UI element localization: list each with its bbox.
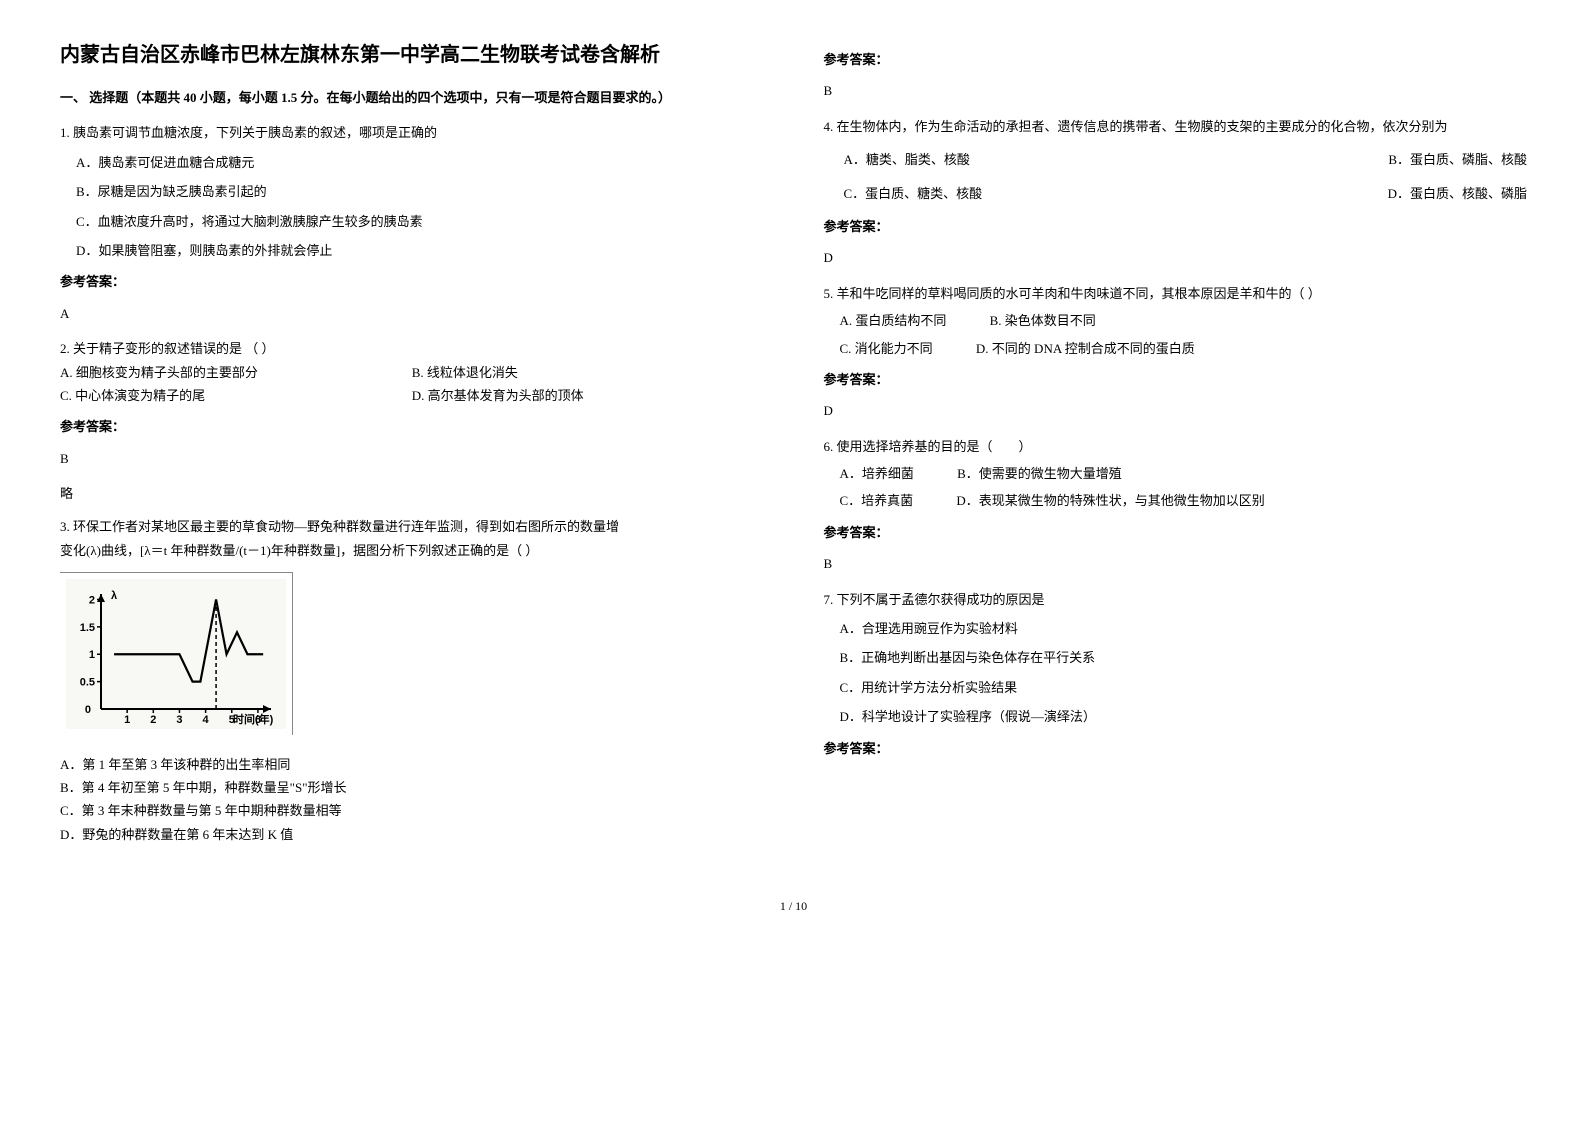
q3-chart: 00.511.52123456λ时间(年) [60, 572, 293, 735]
q3-stem-1: 3. 环保工作者对某地区最主要的草食动物—野兔种群数量进行连年监测，得到如右图所… [60, 515, 764, 538]
q3-ans: B [824, 79, 1528, 102]
q4-opt-d: D．蛋白质、核酸、磷脂 [1388, 182, 1527, 205]
svg-text:λ: λ [111, 590, 117, 602]
question-6: 6. 使用选择培养基的目的是（ ） A．培养细菌 B．使需要的微生物大量增殖 C… [824, 435, 1528, 576]
q1-ans: A [60, 302, 764, 325]
q5-opt-a: A. 蛋白质结构不同 [840, 309, 947, 332]
q5-opt-c: C. 消化能力不同 [840, 337, 933, 360]
q4-opt-a: A．糖类、脂类、核酸 [844, 152, 970, 167]
q4-stem: 4. 在生物体内，作为生命活动的承担者、遗传信息的携带者、生物膜的支架的主要成分… [824, 115, 1528, 138]
q2-opt-a: A. 细胞核变为精子头部的主要部分 [60, 361, 412, 384]
q6-opt-a: A．培养细菌 [840, 462, 914, 485]
svg-text:0: 0 [85, 704, 91, 716]
q3-opt-c: C．第 3 年末种群数量与第 5 年中期种群数量相等 [60, 799, 764, 822]
q5-ans-label: 参考答案： [824, 368, 1528, 391]
q1-opt-d: D．如果胰管阻塞，则胰岛素的外排就会停止 [76, 239, 764, 262]
exam-title: 内蒙古自治区赤峰市巴林左旗林东第一中学高二生物联考试卷含解析 [60, 40, 764, 70]
question-7: 7. 下列不属于孟德尔获得成功的原因是 A．合理选用豌豆作为实验材料 B．正确地… [824, 588, 1528, 760]
q3-stem-2: 变化(λ)曲线，[λ＝t 年种群数量/(t－1)年种群数量]，据图分析下列叙述正… [60, 539, 764, 562]
q1-opt-a: A．胰岛素可促进血糖合成糖元 [76, 151, 764, 174]
q1-opt-c: C．血糖浓度升高时，将通过大脑刺激胰腺产生较多的胰岛素 [76, 210, 764, 233]
q3-opt-b: B．第 4 年初至第 5 年中期，种群数量呈"S"形增长 [60, 776, 764, 799]
q6-ans-label: 参考答案： [824, 521, 1528, 544]
q1-ans-label: 参考答案： [60, 270, 764, 293]
q6-ans: B [824, 552, 1528, 575]
q1-stem: 1. 胰岛素可调节血糖浓度，下列关于胰岛素的叙述，哪项是正确的 [60, 121, 764, 144]
q5-stem: 5. 羊和牛吃同样的草料喝同质的水可羊肉和牛肉味道不同，其根本原因是羊和牛的（ … [824, 282, 1528, 305]
question-2: 2. 关于精子变形的叙述错误的是 （ ） A. 细胞核变为精子头部的主要部分 B… [60, 337, 764, 505]
q6-stem: 6. 使用选择培养基的目的是（ ） [824, 435, 1528, 458]
svg-text:2: 2 [89, 595, 95, 607]
svg-text:1.5: 1.5 [80, 622, 95, 634]
svg-text:1: 1 [124, 714, 130, 726]
lambda-line-chart: 00.511.52123456λ时间(年) [66, 579, 286, 729]
question-1: 1. 胰岛素可调节血糖浓度，下列关于胰岛素的叙述，哪项是正确的 A．胰岛素可促进… [60, 121, 764, 325]
section-1-header: 一、 选择题（本题共 40 小题，每小题 1.5 分。在每小题给出的四个选项中，… [60, 86, 764, 109]
q3-ans-label: 参考答案： [824, 48, 1528, 71]
q2-opt-c: C. 中心体演变为精子的尾 [60, 384, 412, 407]
q2-opt-d: D. 高尔基体发育为头部的顶体 [412, 384, 764, 407]
q2-opt-b: B. 线粒体退化消失 [412, 361, 764, 384]
q4-opt-b: B．蛋白质、磷脂、核酸 [1388, 148, 1527, 171]
svg-text:2: 2 [150, 714, 156, 726]
q6-opt-c: C．培养真菌 [840, 489, 914, 512]
q2-stem: 2. 关于精子变形的叙述错误的是 （ ） [60, 337, 764, 360]
right-column: 参考答案： B 4. 在生物体内，作为生命活动的承担者、遗传信息的携带者、生物膜… [824, 40, 1528, 856]
svg-text:时间(年): 时间(年) [233, 712, 274, 726]
question-3: 3. 环保工作者对某地区最主要的草食动物—野兔种群数量进行连年监测，得到如右图所… [60, 515, 764, 846]
svg-text:3: 3 [176, 714, 182, 726]
q3-chart-container: 00.511.52123456λ时间(年) [60, 572, 300, 742]
q5-ans: D [824, 399, 1528, 422]
q2-ans-label: 参考答案： [60, 415, 764, 438]
q3-opt-a: A．第 1 年至第 3 年该种群的出生率相同 [60, 753, 764, 776]
q4-ans-label: 参考答案： [824, 215, 1528, 238]
q5-opt-d: D. 不同的 DNA 控制合成不同的蛋白质 [976, 337, 1195, 360]
page-container: 内蒙古自治区赤峰市巴林左旗林东第一中学高二生物联考试卷含解析 一、 选择题（本题… [60, 40, 1527, 856]
q7-ans-label: 参考答案： [824, 737, 1528, 760]
q2-note: 略 [60, 482, 764, 505]
q4-opt-c: C．蛋白质、糖类、核酸 [844, 186, 983, 201]
q5-opt-b: B. 染色体数目不同 [990, 309, 1096, 332]
q7-opt-d: D．科学地设计了实验程序（假说—演绎法） [840, 705, 1528, 728]
q3-opt-d: D．野兔的种群数量在第 6 年末达到 K 值 [60, 823, 764, 846]
q7-opt-a: A．合理选用豌豆作为实验材料 [840, 617, 1528, 640]
q2-ans: B [60, 447, 764, 470]
q6-opt-b: B．使需要的微生物大量增殖 [957, 462, 1122, 485]
q7-stem: 7. 下列不属于孟德尔获得成功的原因是 [824, 588, 1528, 611]
question-5: 5. 羊和牛吃同样的草料喝同质的水可羊肉和牛肉味道不同，其根本原因是羊和牛的（ … [824, 282, 1528, 423]
q4-ans: D [824, 246, 1528, 269]
left-column: 内蒙古自治区赤峰市巴林左旗林东第一中学高二生物联考试卷含解析 一、 选择题（本题… [60, 40, 764, 856]
q1-opt-b: B．尿糖是因为缺乏胰岛素引起的 [76, 180, 764, 203]
svg-text:0.5: 0.5 [80, 677, 95, 689]
page-footer: 1 / 10 [60, 896, 1527, 918]
q7-opt-c: C．用统计学方法分析实验结果 [840, 676, 1528, 699]
q6-opt-d: D．表现某微生物的特殊性状，与其他微生物加以区别 [956, 489, 1264, 512]
question-4: 4. 在生物体内，作为生命活动的承担者、遗传信息的携带者、生物膜的支架的主要成分… [824, 115, 1528, 270]
svg-text:4: 4 [203, 714, 210, 726]
svg-text:1: 1 [89, 649, 95, 661]
q7-opt-b: B．正确地判断出基因与染色体存在平行关系 [840, 646, 1528, 669]
